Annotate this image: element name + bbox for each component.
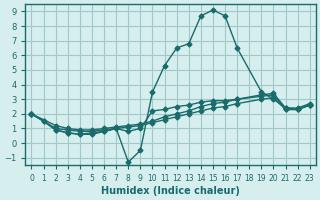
X-axis label: Humidex (Indice chaleur): Humidex (Indice chaleur) <box>101 186 240 196</box>
